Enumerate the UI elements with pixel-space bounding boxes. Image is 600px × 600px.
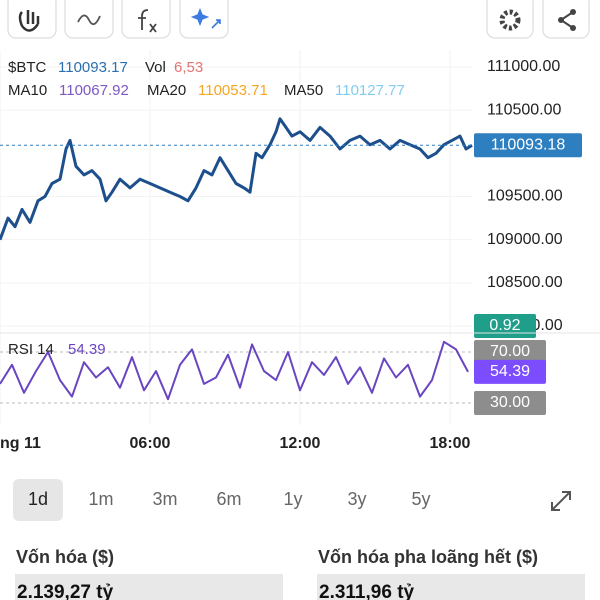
- sparkle-icon: [190, 7, 221, 29]
- period-tab[interactable]: 1y: [283, 489, 302, 509]
- settings-button[interactable]: [486, 0, 534, 39]
- chart-legend: $BTC 110093.17 Vol 6,53 MA10 110067.92 MA2…: [8, 59, 405, 99]
- x-tick-label: ng 11: [0, 435, 41, 452]
- x-tick-label: 12:00: [280, 435, 321, 452]
- rsi-value-label: 54.39: [490, 363, 530, 380]
- rsi-header-value: 54.39: [68, 341, 106, 358]
- share-dot: [570, 25, 576, 31]
- last-price-label: 110093.18: [491, 137, 566, 154]
- chart-area: ng 11 06:00 12:00 18:00 111000.00 110500.00 10…: [0, 50, 600, 452]
- ma-value: 110053.71: [198, 82, 268, 99]
- rsi-level-label: 30.00: [490, 394, 530, 411]
- period-tab-selected: [13, 479, 63, 521]
- vol-label: Vol: [145, 59, 166, 76]
- ma-name: MA10: [8, 82, 47, 99]
- stat-value: 2.311,96 tỷ: [319, 582, 415, 600]
- x-tick-label: 18:00: [430, 435, 471, 452]
- indicator-tool[interactable]: [121, 0, 171, 39]
- stats: Vốn hóa ($) 2.139,27 tỷ Vốn hóa pha loãng …: [15, 547, 585, 600]
- volume-label: 0.92: [489, 317, 520, 334]
- gear-icon: [499, 9, 521, 31]
- curve-icon: [77, 14, 101, 26]
- ma-value: 110127.77: [335, 82, 405, 99]
- rsi-level-label: 70.00: [490, 343, 530, 360]
- y-tick-label: 109000.00: [487, 231, 563, 248]
- hand-icon: [18, 10, 40, 32]
- period-tab[interactable]: 6m: [216, 489, 241, 509]
- stat-label: Vốn hóa ($): [16, 547, 114, 567]
- y-tick-label: 111000.00: [487, 58, 560, 75]
- last-price-box: [474, 133, 582, 158]
- rsi-value-box: [474, 359, 546, 384]
- ma-name: MA50: [284, 82, 323, 99]
- stat-box: [15, 574, 283, 600]
- rsi-level-box: [474, 391, 546, 415]
- y-tick-label: 109500.00: [487, 188, 563, 205]
- symbol: $BTC: [8, 59, 47, 76]
- volume-box: [474, 314, 536, 338]
- share-dot: [570, 9, 576, 15]
- period-tab[interactable]: 1m: [88, 489, 113, 509]
- stat-box: [317, 574, 585, 600]
- x-tick-label: 06:00: [130, 435, 171, 452]
- price-line: [0, 117, 473, 241]
- stat-value: 2.139,27 tỷ: [17, 582, 114, 600]
- period-tab[interactable]: 3m: [152, 489, 177, 509]
- fx-icon: [138, 9, 157, 33]
- ma-name: MA20: [147, 82, 186, 99]
- ma-value: 110067.92: [59, 82, 129, 99]
- y-tick-label: 110500.00: [487, 101, 562, 118]
- vol-value: 6,53: [174, 59, 203, 76]
- period-tab[interactable]: 5y: [411, 489, 430, 509]
- toolbar: [7, 0, 590, 39]
- share-button[interactable]: [542, 0, 590, 39]
- stat-label: Vốn hóa pha loãng hết ($): [318, 547, 538, 567]
- rsi-line: [0, 340, 469, 401]
- period-tab[interactable]: 3y: [347, 489, 366, 509]
- rsi-level-box: [474, 340, 546, 364]
- expand-button[interactable]: [551, 491, 571, 511]
- period-tabs: 1d 1m 3m 6m 1y 3y 5y: [13, 479, 431, 521]
- price: 110093.17: [58, 59, 128, 76]
- period-tab[interactable]: 1d: [28, 489, 48, 509]
- share-dot: [558, 17, 564, 23]
- rsi-label: RSI 14: [8, 341, 54, 358]
- y-tick-label: 108500.00: [487, 274, 563, 291]
